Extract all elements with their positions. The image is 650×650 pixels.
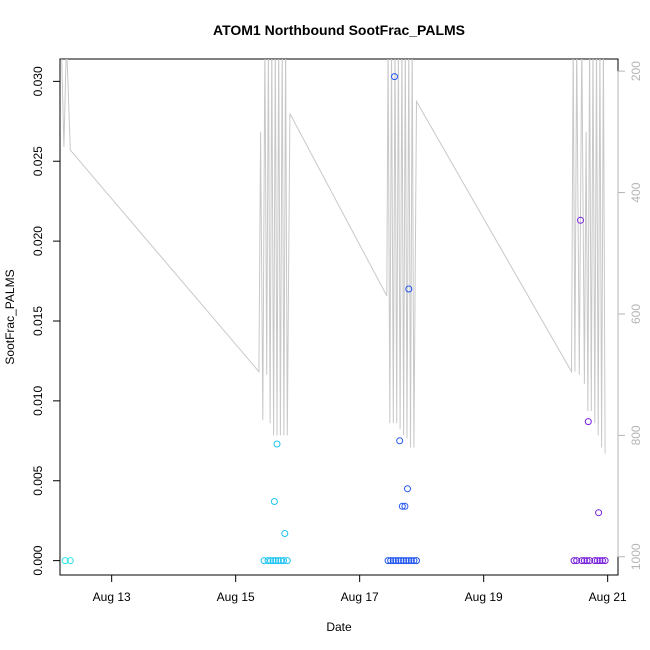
data-point — [596, 557, 604, 565]
secondary-series-line — [61, 59, 606, 454]
data-point — [401, 502, 409, 510]
data-point — [274, 557, 282, 565]
y-tick-label: 0.010 — [31, 386, 45, 416]
data-point — [272, 557, 280, 565]
y-tick-label: 0.020 — [31, 226, 45, 256]
data-point — [280, 557, 287, 565]
data-point — [269, 557, 277, 565]
data-point — [413, 557, 420, 565]
data-point — [384, 557, 392, 565]
data-point — [573, 557, 581, 565]
data-point — [599, 557, 606, 565]
plot-frame — [59, 58, 619, 576]
data-point — [396, 437, 404, 445]
data-point — [389, 557, 397, 565]
data-point — [586, 557, 594, 565]
data-point — [593, 557, 601, 565]
x-tick-label: Aug 19 — [465, 590, 503, 604]
y2-tick-label: 800 — [629, 425, 643, 445]
y-tick-label: 0.005 — [31, 465, 45, 495]
data-point — [584, 418, 592, 426]
data-point — [595, 509, 603, 517]
data-point — [583, 557, 591, 565]
data-point — [273, 440, 281, 448]
y2-tick-label: 400 — [629, 182, 643, 202]
data-point — [391, 73, 398, 81]
data-point — [570, 557, 578, 565]
x-axis-label: Date — [326, 620, 352, 634]
data-point — [580, 557, 588, 565]
data-point — [591, 557, 599, 565]
data-point — [578, 557, 586, 565]
data-point — [387, 557, 395, 565]
data-point — [264, 557, 272, 565]
data-point — [392, 557, 400, 565]
data-point — [66, 557, 74, 565]
y-tick-label: 0.025 — [31, 146, 45, 176]
data-point — [283, 557, 291, 565]
x-axis: Aug 13 Aug 15 Aug 17 Aug 19 Aug 21 — [93, 574, 627, 604]
y-tick-label: 0.030 — [31, 66, 45, 96]
data-point — [398, 502, 406, 510]
x-tick-label: Aug 21 — [589, 590, 627, 604]
y2-tick-label: 600 — [629, 304, 643, 324]
points-layer — [61, 73, 609, 565]
data-point — [394, 557, 402, 565]
data-point — [402, 557, 410, 565]
x-tick-label: Aug 13 — [93, 590, 131, 604]
secondary-line-layer — [61, 59, 606, 454]
data-point — [270, 498, 278, 505]
x-tick-label: Aug 15 — [217, 590, 255, 604]
y-axis: 0.000 0.005 0.010 0.015 0.020 0.025 0.030 — [31, 66, 61, 576]
data-point — [397, 557, 405, 565]
chart-title: ATOM1 Northbound SootFrac_PALMS — [213, 22, 465, 38]
data-point — [577, 216, 584, 224]
x-tick-label: Aug 17 — [341, 590, 379, 604]
data-point — [405, 557, 413, 565]
y-axis-label: SootFrac_PALMS — [3, 269, 17, 364]
y-tick-label: 0.000 — [31, 545, 45, 575]
y2-axis: 200 400 600 800 1000 — [617, 61, 643, 570]
data-point — [404, 485, 411, 493]
data-point — [281, 530, 289, 537]
y2-tick-label: 1000 — [629, 543, 643, 570]
data-point — [407, 557, 415, 565]
data-point — [405, 285, 413, 293]
y-tick-label: 0.015 — [31, 306, 45, 336]
data-point — [601, 557, 609, 565]
y2-tick-label: 200 — [629, 61, 643, 81]
data-point — [61, 557, 69, 565]
data-point — [410, 557, 418, 565]
data-point — [400, 557, 408, 565]
data-point — [267, 557, 274, 565]
